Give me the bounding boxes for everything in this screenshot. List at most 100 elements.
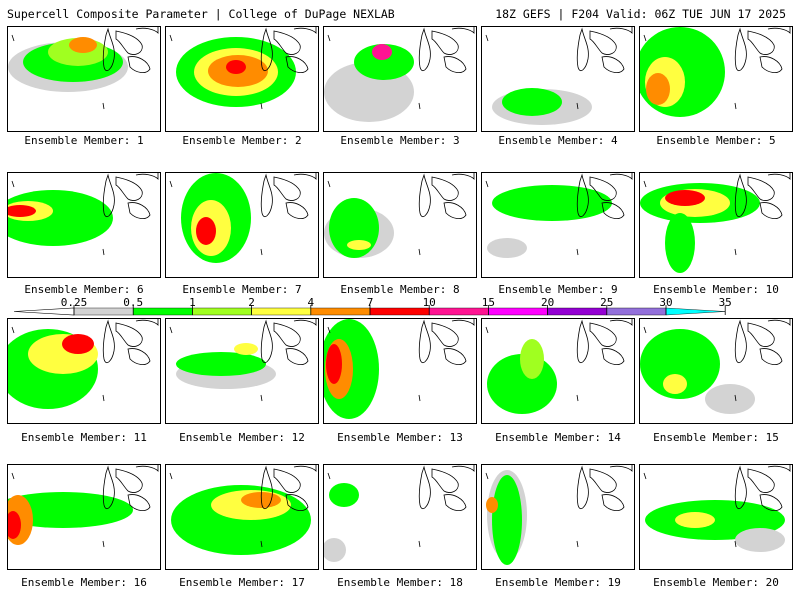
great-lakes-outline: [260, 465, 317, 511]
coastline-fragment: [169, 326, 263, 402]
legend-swatch: [369, 307, 430, 316]
coastline-fragment: [169, 180, 263, 256]
ensemble-member-label: Ensemble Member: 11: [21, 431, 147, 444]
great-lakes-outline: [260, 27, 317, 73]
coastline-fragment: [643, 34, 737, 110]
map-canvas: [324, 173, 475, 258]
page-title: Supercell Composite Parameter | College …: [7, 7, 395, 21]
coastline-fragment: [485, 180, 579, 256]
scp-contour-fill: [735, 528, 785, 552]
ensemble-member-label: Ensemble Member: 10: [653, 283, 779, 296]
legend-swatch: [488, 307, 548, 316]
coastline-fragment: [327, 180, 421, 256]
map-canvas: [485, 465, 633, 565]
great-lakes-outline: [734, 27, 791, 73]
ensemble-member-map: [639, 318, 793, 424]
scp-contour-fill: [646, 73, 670, 105]
legend-swatch: [429, 307, 489, 316]
great-lakes-outline: [576, 465, 633, 511]
ensemble-member-label: Ensemble Member: 20: [653, 576, 779, 589]
great-lakes-outline: [734, 173, 791, 219]
map-canvas: [8, 319, 159, 409]
great-lakes-outline: [102, 173, 159, 219]
ensemble-member-label: Ensemble Member: 18: [337, 576, 463, 589]
scp-contour-fill: [372, 44, 392, 60]
ensemble-member-label: Ensemble Member: 12: [179, 431, 305, 444]
scp-contour-fill: [665, 190, 705, 206]
legend-arrow-left: [13, 307, 75, 316]
scp-contour-fill: [665, 213, 695, 273]
map-canvas: [485, 319, 633, 414]
coastline-fragment: [485, 326, 579, 402]
scp-contour-fill: [62, 334, 94, 354]
legend-tick-label: 25: [600, 296, 613, 309]
legend-swatch: [665, 307, 726, 316]
scp-contour-fill: [640, 329, 720, 399]
scp-contour-fill: [8, 205, 36, 217]
ensemble-member-label: Ensemble Member: 7: [182, 283, 302, 296]
ensemble-member-label: Ensemble Member: 6: [24, 283, 144, 296]
great-lakes-outline: [418, 319, 475, 365]
legend-tick-label: 4: [307, 296, 314, 309]
great-lakes-outline: [102, 319, 159, 365]
map-canvas: [324, 27, 475, 122]
scp-contour-fill: [486, 497, 498, 513]
scp-contour-fill: [502, 88, 562, 116]
ensemble-member-map: [481, 26, 635, 132]
map-canvas: [169, 27, 317, 110]
legend-tick-label: 20: [541, 296, 554, 309]
map-canvas: [640, 173, 791, 273]
map-canvas: [169, 173, 317, 263]
great-lakes-outline: [102, 465, 159, 511]
great-lakes-outline: [418, 27, 475, 73]
ensemble-member-map: [323, 172, 477, 278]
great-lakes-outline: [734, 319, 791, 365]
ensemble-member-label: Ensemble Member: 13: [337, 431, 463, 444]
ensemble-member-map: [7, 464, 161, 570]
scp-contour-fill: [492, 475, 522, 565]
great-lakes-outline: [734, 465, 791, 511]
map-canvas: [485, 27, 633, 125]
coastline-fragment: [327, 472, 421, 548]
map-canvas: [643, 465, 791, 552]
coastline-fragment: [11, 34, 105, 110]
great-lakes-outline: [260, 319, 317, 365]
ensemble-member-map: [481, 464, 635, 570]
legend-tick-label: 7: [367, 296, 374, 309]
map-canvas: [8, 173, 159, 256]
ensemble-member-map: [323, 464, 477, 570]
coastline-fragment: [485, 34, 579, 110]
scp-contour-fill: [324, 538, 346, 562]
ensemble-member-map: [481, 172, 635, 278]
ensemble-member-map: [7, 318, 161, 424]
scp-contour-fill: [705, 384, 755, 414]
legend-tick-label: 30: [659, 296, 672, 309]
ensemble-member-label: Ensemble Member: 4: [498, 134, 618, 147]
map-canvas: [640, 27, 791, 117]
ensemble-member-map: [165, 464, 319, 570]
ensemble-member-map: [165, 318, 319, 424]
legend-swatch: [310, 307, 371, 316]
great-lakes-outline: [576, 27, 633, 73]
great-lakes-outline: [576, 173, 633, 219]
scp-contour-fill: [69, 37, 97, 53]
ensemble-member-label: Ensemble Member: 14: [495, 431, 621, 444]
ensemble-member-map: [323, 318, 477, 424]
ensemble-member-map: [165, 26, 319, 132]
legend-swatch: [73, 307, 134, 316]
scp-contour-fill: [492, 185, 612, 221]
run-valid-time: 18Z GEFS | F204 Valid: 06Z TUE JUN 17 20…: [495, 7, 786, 21]
ensemble-member-label: Ensemble Member: 9: [498, 283, 618, 296]
map-canvas: [324, 319, 475, 419]
scp-contour-fill: [354, 44, 414, 80]
great-lakes-outline: [418, 465, 475, 511]
scp-contour-fill: [675, 512, 715, 528]
ensemble-member-map: [639, 172, 793, 278]
map-canvas: [485, 173, 633, 258]
coastline-fragment: [169, 472, 263, 548]
ensemble-member-map: [639, 464, 793, 570]
coastline-fragment: [327, 34, 421, 110]
ensemble-member-label: Ensemble Member: 15: [653, 431, 779, 444]
great-lakes-outline: [418, 173, 475, 219]
map-canvas: [324, 465, 475, 562]
